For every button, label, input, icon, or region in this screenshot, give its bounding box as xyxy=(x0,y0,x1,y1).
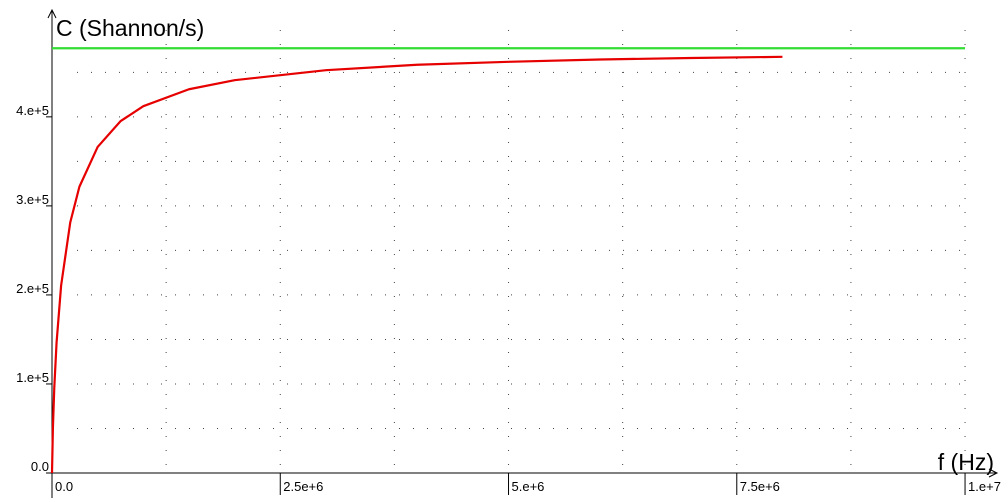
y-axis-title: C (Shannon/s) xyxy=(56,15,204,41)
y-tick-label: 1.e+5 xyxy=(16,370,49,385)
y-tick-label: 2.e+5 xyxy=(16,281,49,296)
x-tick-label: 1.e+7 xyxy=(968,479,1001,494)
x-axis-title: f (Hz) xyxy=(938,449,994,475)
y-tick-label: 0.0 xyxy=(31,459,49,474)
y-axis-arrow xyxy=(47,8,57,19)
series-line xyxy=(50,55,783,474)
y-tick-label: 4.e+5 xyxy=(16,103,49,118)
x-tick-label: 5.e+6 xyxy=(512,479,545,494)
y-tick-label: 3.e+5 xyxy=(16,192,49,207)
x-tick-label: 2.5e+6 xyxy=(283,479,323,494)
x-tick-label: 0.0 xyxy=(55,479,73,494)
x-tick-label: 7.5e+6 xyxy=(740,479,780,494)
x-axis-arrow xyxy=(988,468,999,478)
